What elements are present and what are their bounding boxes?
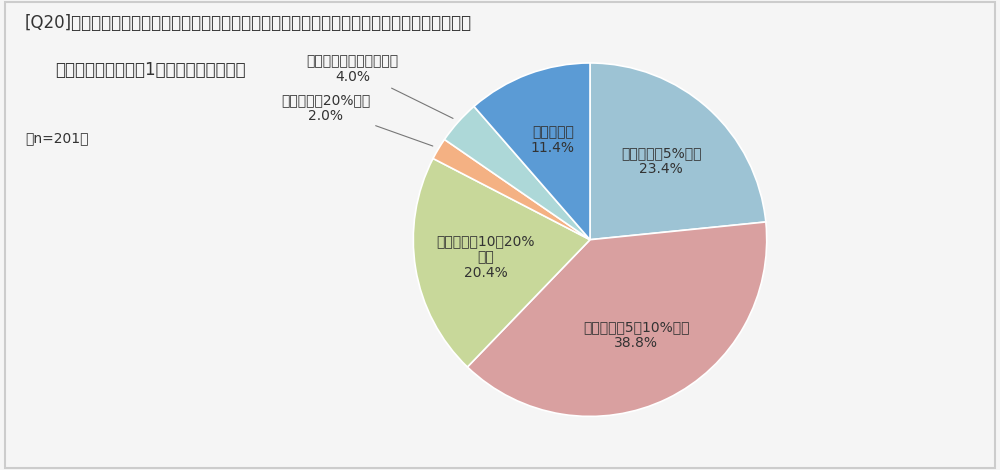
- Wedge shape: [467, 222, 767, 416]
- Text: [Q20]サブリース以外の賃貸住宅の管理のための費用は、家賃収入のどの程度に相当しますか。: [Q20]サブリース以外の賃貸住宅の管理のための費用は、家賃収入のどの程度に相当…: [25, 14, 472, 32]
- Text: 最も多いケースを1つお選びください。: 最も多いケースを1つお選びください。: [55, 61, 246, 79]
- Text: 管理費用は払っていない
4.0%: 管理費用は払っていない 4.0%: [307, 54, 453, 118]
- Wedge shape: [444, 106, 590, 240]
- Wedge shape: [474, 63, 590, 240]
- Text: 家賃収入の10～20%
未満
20.4%: 家賃収入の10～20% 未満 20.4%: [436, 234, 535, 280]
- Text: わからない
11.4%: わからない 11.4%: [531, 125, 575, 156]
- Text: 家賃収入の20%以上
2.0%: 家賃収入の20%以上 2.0%: [281, 93, 433, 146]
- Text: （n=201）: （n=201）: [25, 132, 88, 146]
- Wedge shape: [433, 140, 590, 240]
- Wedge shape: [590, 63, 766, 240]
- Text: 家賃収入の5～10%未満
38.8%: 家賃収入の5～10%未満 38.8%: [583, 320, 690, 350]
- Text: 家賃収入の5%未満
23.4%: 家賃収入の5%未満 23.4%: [621, 146, 701, 176]
- Wedge shape: [413, 158, 590, 367]
